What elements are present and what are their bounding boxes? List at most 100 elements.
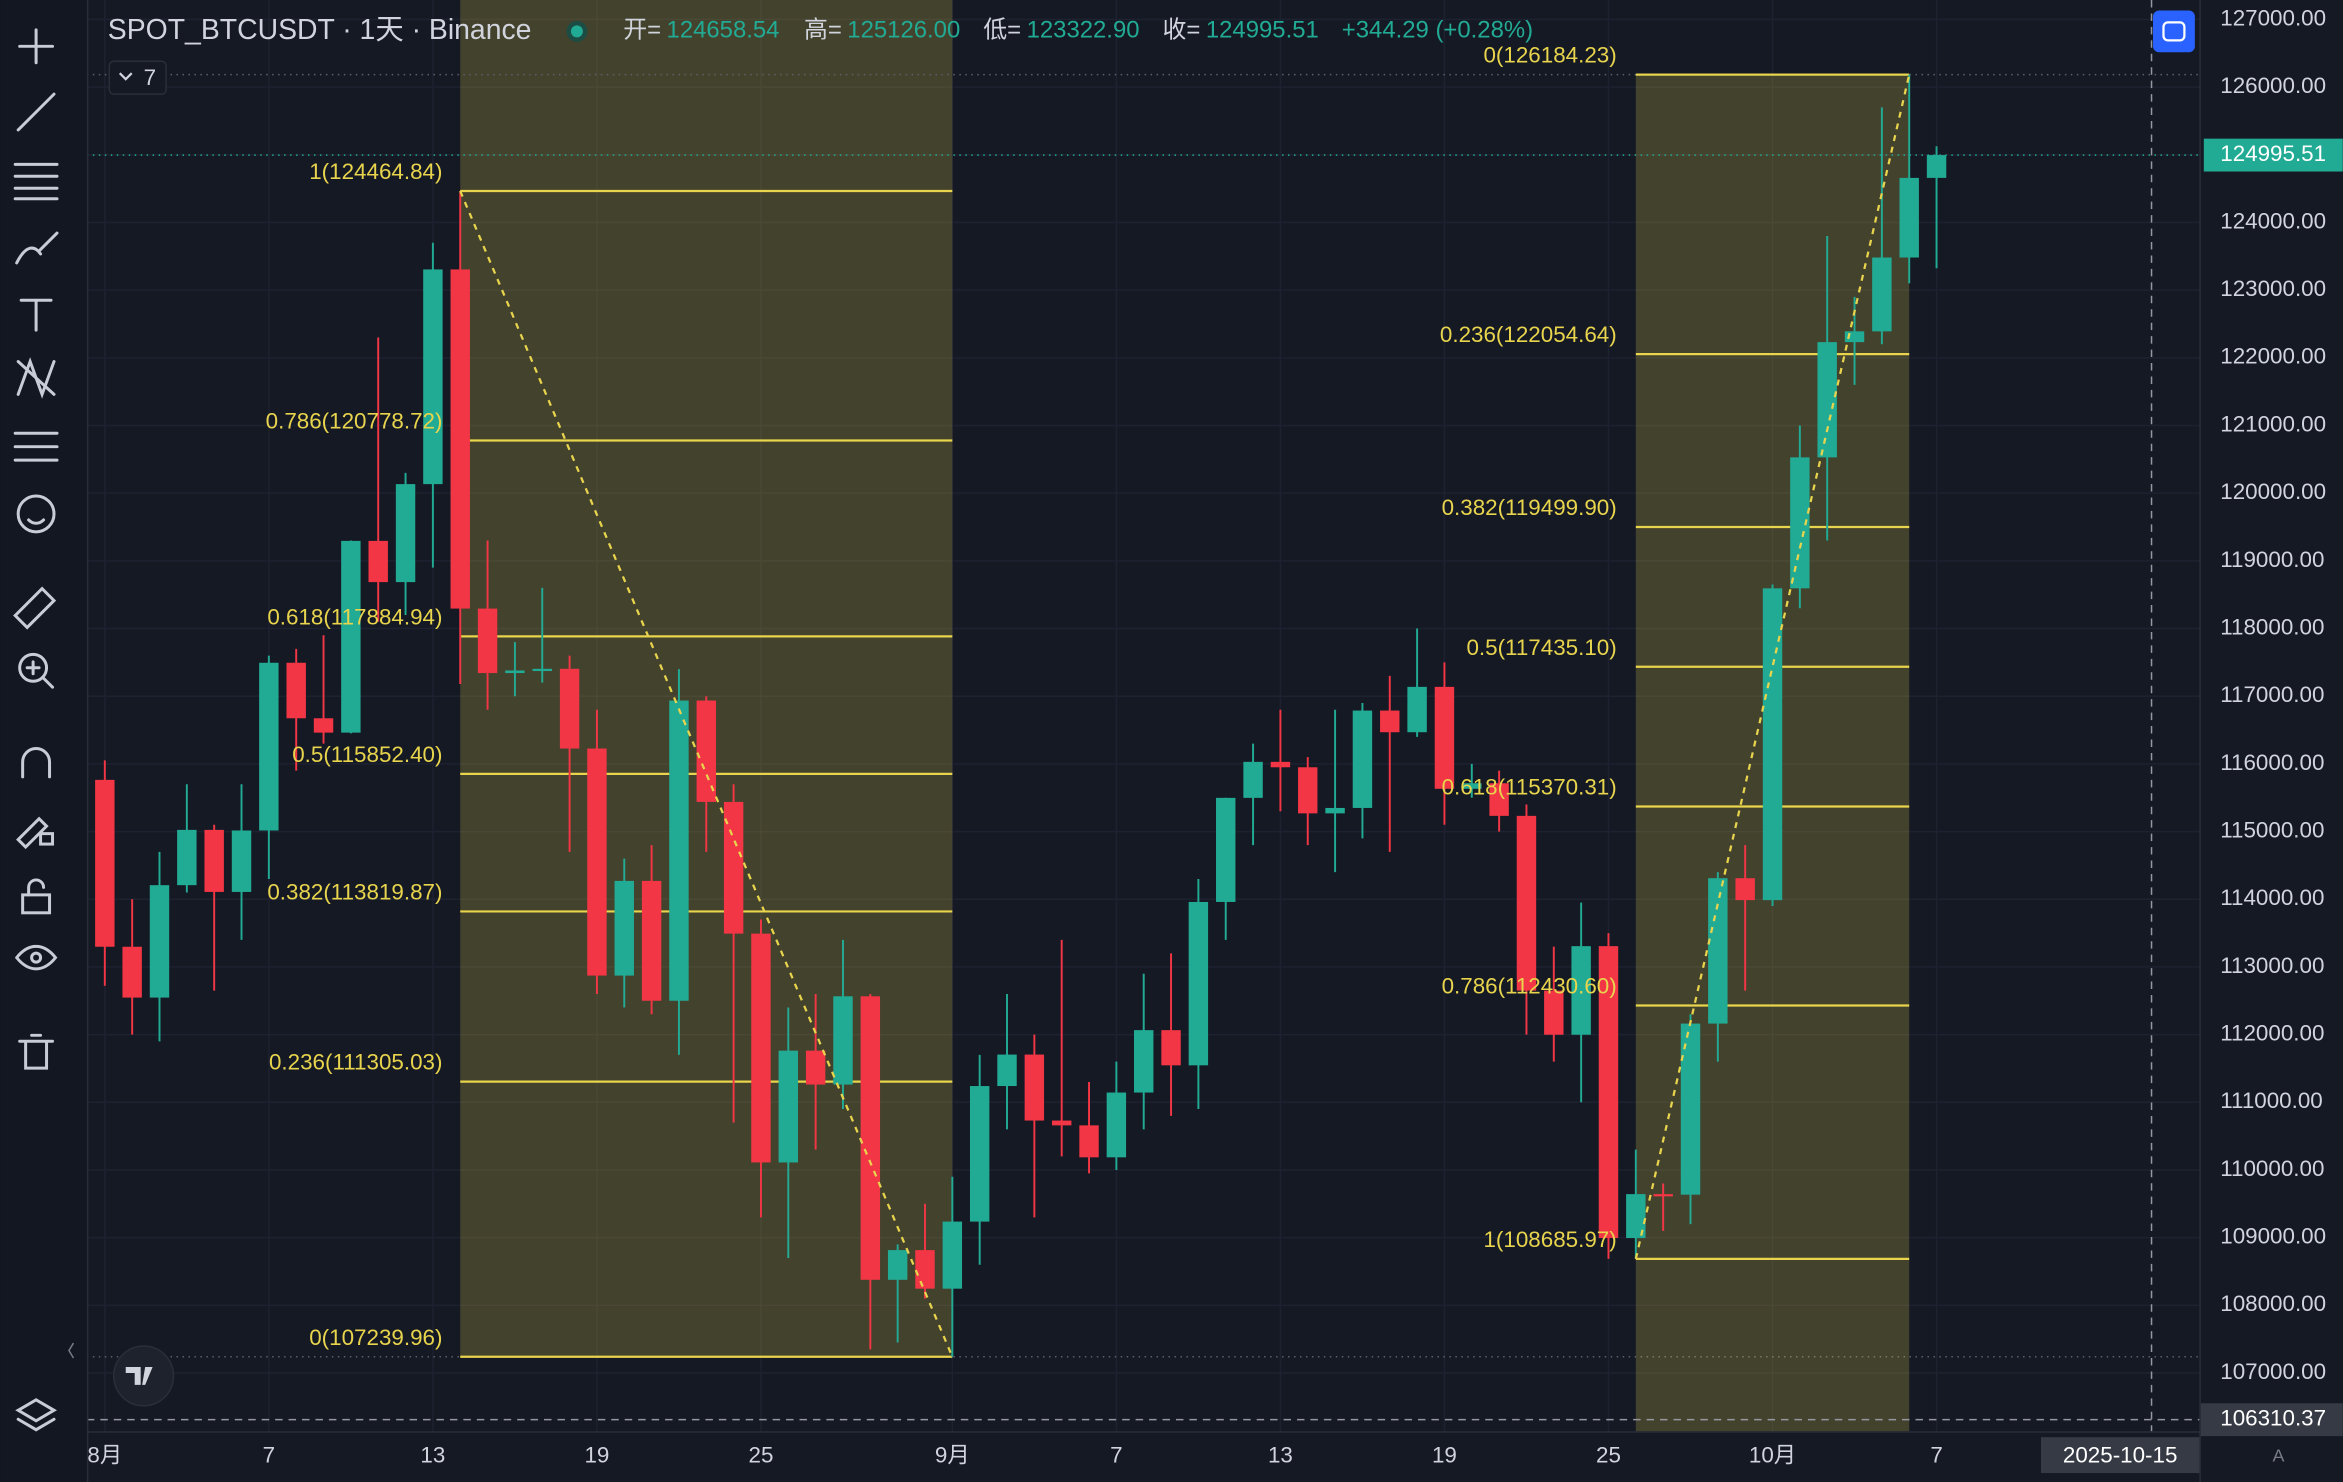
y-tick-label: 113000.00: [2220, 953, 2324, 978]
candle-body: [1462, 783, 1482, 789]
candle-body: [942, 1221, 963, 1289]
fib-label: 0.382(119499.90): [1442, 495, 1617, 520]
fib-label: 0.5(115852.40): [292, 742, 442, 767]
candle-body: [1106, 1092, 1127, 1158]
candle-body: [395, 484, 416, 583]
candle-body: [1516, 815, 1537, 991]
emoji-tool[interactable]: [16, 494, 56, 534]
auto-scale-button[interactable]: A: [2273, 1445, 2285, 1465]
candle-body: [805, 1050, 826, 1085]
candle-body: [122, 946, 142, 998]
layers-tool[interactable]: [15, 1398, 57, 1432]
candle-body: [1298, 767, 1318, 814]
candle-body: [614, 880, 634, 976]
y-tick-label: 112000.00: [2220, 1021, 2324, 1046]
trendline-tool[interactable]: [16, 92, 56, 132]
fib-label: 1(124464.84): [309, 159, 442, 184]
fib-label: 0(126184.23): [1483, 43, 1616, 68]
delete-tool[interactable]: [18, 1033, 55, 1070]
crosshair-tool[interactable]: [18, 28, 55, 65]
x-tick-label: 19: [1432, 1443, 1457, 1468]
y-tick-label: 107000.00: [2220, 1359, 2326, 1384]
candle-body: [423, 269, 443, 485]
candle-body: [1680, 1023, 1701, 1195]
fib-label: 0.382(113819.87): [267, 879, 442, 904]
ohlc-value: 124658.54: [667, 17, 780, 44]
candle-body: [1762, 588, 1783, 901]
candle-body: [1407, 686, 1427, 733]
fib-label: 0.618(117884.94): [267, 604, 442, 629]
lock-draw-tool[interactable]: [16, 816, 55, 850]
ohlc-key: 收=: [1163, 17, 1201, 44]
candle-body: [1434, 686, 1455, 789]
ohlc-value: 125126.00: [847, 17, 960, 44]
crosshair-date-badge: [2040, 1437, 2200, 1474]
fib-label: 0.5(117435.10): [1466, 635, 1616, 660]
candle-body: [969, 1086, 990, 1222]
pattern-tool[interactable]: [16, 357, 56, 399]
candle-body: [1844, 331, 1865, 343]
x-tick-label: 7: [1930, 1443, 1942, 1468]
y-tick-label: 115000.00: [2220, 817, 2324, 842]
candle-body: [1626, 1194, 1646, 1239]
candle-body: [1079, 1125, 1099, 1158]
candle-body: [313, 718, 334, 733]
y-tick-label: 120000.00: [2220, 479, 2326, 504]
candle-body: [1653, 1194, 1673, 1197]
x-tick-label: 25: [749, 1443, 774, 1468]
candle-body: [559, 668, 580, 749]
candle-body: [860, 996, 881, 1280]
y-tick-label: 127000.00: [2220, 5, 2326, 30]
candle-body: [1216, 797, 1236, 902]
fib-label: 0.786(120778.72): [266, 408, 443, 433]
sync-button[interactable]: [2153, 10, 2195, 53]
candle-body: [641, 880, 662, 1001]
candle-body: [204, 829, 224, 892]
hlines-tool[interactable]: [13, 162, 59, 201]
y-tick-label: 123000.00: [2220, 276, 2326, 301]
zoom-tool[interactable]: [18, 652, 55, 689]
y-tick-label: 121000.00: [2220, 411, 2326, 436]
candle-body: [887, 1250, 908, 1280]
candle-body: [1243, 761, 1263, 798]
indicators-toggle[interactable]: [108, 60, 167, 95]
x-tick-label: 13: [1268, 1443, 1293, 1468]
y-tick-label: 126000.00: [2220, 73, 2326, 98]
lock-tool[interactable]: [21, 878, 52, 915]
magnet-tool[interactable]: [21, 746, 52, 779]
y-tick-label: 108000.00: [2220, 1291, 2326, 1316]
collapse-arrow[interactable]: [68, 1342, 75, 1359]
ruler-tool[interactable]: [13, 586, 57, 630]
candle-body: [259, 662, 279, 831]
y-tick-label: 116000.00: [2220, 750, 2324, 775]
prediction-tool[interactable]: [13, 431, 59, 462]
candle-body: [997, 1054, 1017, 1087]
y-tick-label: 110000.00: [2220, 1156, 2324, 1181]
brush-tool[interactable]: [15, 231, 59, 265]
toggle-chevron: [118, 72, 133, 81]
candle-body: [1817, 342, 1837, 458]
last-price-badge: [2203, 138, 2343, 172]
candle-body: [1188, 901, 1209, 1066]
crosshair-price-badge: [2200, 1403, 2343, 1437]
fib-label: 0.618(115370.31): [1442, 775, 1617, 800]
visibility-tool[interactable]: [15, 944, 58, 971]
fib-label: 0(107239.96): [309, 1325, 442, 1350]
candle-body: [450, 269, 470, 609]
candle-body: [477, 608, 498, 674]
fib-trendline: [459, 190, 954, 1358]
symbol-title: SPOT_BTCUSDT · 1天 · Binance: [108, 14, 532, 46]
y-tick-label: 122000.00: [2220, 344, 2326, 369]
price-change: +344.29 (+0.28%): [1342, 17, 1533, 44]
candle-body: [751, 933, 771, 1163]
y-tick-label: 118000.00: [2220, 614, 2324, 639]
text-tool[interactable]: [19, 298, 53, 332]
fib-label: 0.236(111305.03): [269, 1050, 442, 1075]
x-tick-label: 13: [420, 1443, 445, 1468]
candle-body: [1352, 710, 1373, 808]
x-tick-label: 10月: [1749, 1443, 1796, 1468]
candle-body: [1544, 990, 1564, 1035]
indicators-count: 7: [144, 65, 156, 90]
